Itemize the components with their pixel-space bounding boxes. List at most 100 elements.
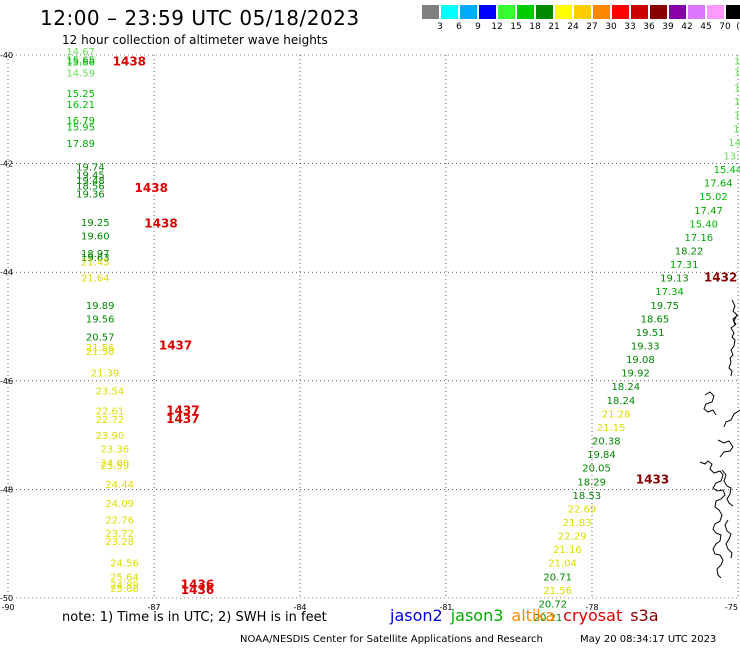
pass-time-label: 1436 [181,583,214,597]
legend-label: 12 [491,22,503,32]
satellite-legend-item: jason2 [390,606,443,625]
wave-height-point: 21.39 [91,369,120,380]
wave-height-point: 15.95 [66,123,95,134]
wave-height-point: 20.38 [592,437,621,448]
coastline-shape [699,299,740,579]
wave-height-point: 18.97 [81,249,110,260]
legend-swatch [536,5,553,19]
y-tick-label: -42 [0,160,13,169]
pass-time-label: 1436 [181,577,214,591]
legend-swatch [669,5,686,19]
x-tick-label: -90 [1,603,14,612]
satellite-legend: jason2 jason3 altika cryosat s3a [390,606,667,625]
wave-height-point: 22.76 [105,515,134,526]
wave-height-point: 20.57 [86,332,115,343]
legend-swatch [726,5,740,19]
wave-height-point: 16.21 [66,100,95,111]
x-tick-label: -81 [439,603,452,612]
legend-swatch [460,5,477,19]
y-tick-label: -46 [0,377,13,386]
wave-height-point: 17.47 [694,206,723,217]
legend-swatch [517,5,534,19]
wave-height-point: 18.53 [573,491,602,502]
page-title: 12:00 – 23:59 UTC 05/18/2023 [40,6,360,30]
wave-height-point: 19.89 [86,301,115,312]
wave-height-point: 21.04 [548,559,577,570]
y-tick-label: -40 [0,51,13,60]
wave-height-point: 24.00 [100,458,129,469]
wave-height-point: 24.09 [105,499,134,510]
wave-height-point: 21.50 [86,347,115,358]
wave-height-point: 19.33 [631,342,660,353]
legend-label: 24 [567,22,579,32]
legend-unit: (ft) [736,22,740,32]
wave-height-point: 19.56 [86,314,115,325]
wave-height-point: 20.05 [582,464,611,475]
legend-swatch [441,5,458,19]
wave-height-point: 17.34 [655,287,684,298]
wave-height-point: 17.16 [684,233,713,244]
wave-height-point: 19.25 [81,218,110,229]
wave-height-point: 18.22 [675,246,704,257]
wave-height-point: 23.36 [100,445,129,456]
wave-height-point: 18.24 [611,382,640,393]
pass-time-label: 1437 [159,339,192,353]
x-tick-label: -84 [293,603,306,612]
legend-label: 45 [700,22,712,32]
pass-time-label: 1438 [135,181,168,195]
wave-height-point: 24.89 [110,580,139,591]
wave-height-point: 19.63 [81,253,110,264]
wave-height-point: 23.28 [105,537,134,548]
wave-height-point: 19.84 [587,450,616,461]
wave-height-point: 18.65 [641,314,670,325]
wave-height-point: 23.72 [105,529,134,540]
wave-height-point: 19.48 [76,176,105,187]
wave-height-point: 21.56 [543,586,572,597]
legend-swatch [631,5,648,19]
wave-height-point: 20.21 [534,613,563,624]
wave-height-point: 18.56 [76,181,105,192]
wave-height-point: 19.75 [650,301,679,312]
legend-swatch [688,5,705,19]
legend-swatch [707,5,724,19]
wave-height-point: 25.06 [110,584,139,595]
wave-height-point: 21.16 [553,545,582,556]
wave-height-point: 21.56 [86,343,115,354]
coastline [699,299,740,579]
wave-height-point: 17.89 [66,139,95,150]
wave-height-point: 21.83 [563,518,592,529]
satellite-legend-item: altika [511,606,556,625]
wave-height-point: 18.24 [607,396,636,407]
lat-lon-grid: -90 -87 -84 -81 -78 -75 -40 -42 -44 -46 -48 -50 [0,51,739,612]
wave-height-point: 19.45 [76,170,105,181]
y-tick-label: -50 [0,594,13,603]
legend-swatch [498,5,515,19]
legend-label: 36 [643,22,655,32]
legend-swatch [422,5,439,19]
legend-swatch [574,5,591,19]
wave-height-point: 21.64 [81,274,110,285]
wave-height-point: 22.61 [96,407,125,418]
wave-height-point: 24.56 [110,559,139,570]
wave-height-point: 19.74 [76,162,105,173]
wave-height-point: 20.72 [538,599,567,610]
wave-height-point: 19.92 [621,369,650,380]
wave-height-point: 1 [734,56,740,67]
legend-label: 33 [624,22,636,32]
wave-height-point: 22.69 [568,504,597,515]
pass-time-label: 1438 [144,216,177,230]
wave-height-point: 14.67 [66,47,95,58]
satellite-legend-item: s3a [630,606,659,625]
legend-label: 39 [662,22,674,32]
satellite-legend-item: cryosat [563,606,623,625]
wave-height-point: 13.47 [723,151,740,162]
wave-height-point: 14.0 [734,97,740,108]
wave-height-point: 18.29 [577,477,606,488]
wave-height-point: 15.86 [66,58,95,69]
wave-height-point: 23.90 [96,431,125,442]
wave-height-point: 16.79 [66,116,95,127]
y-tick-label: -44 [0,268,13,277]
